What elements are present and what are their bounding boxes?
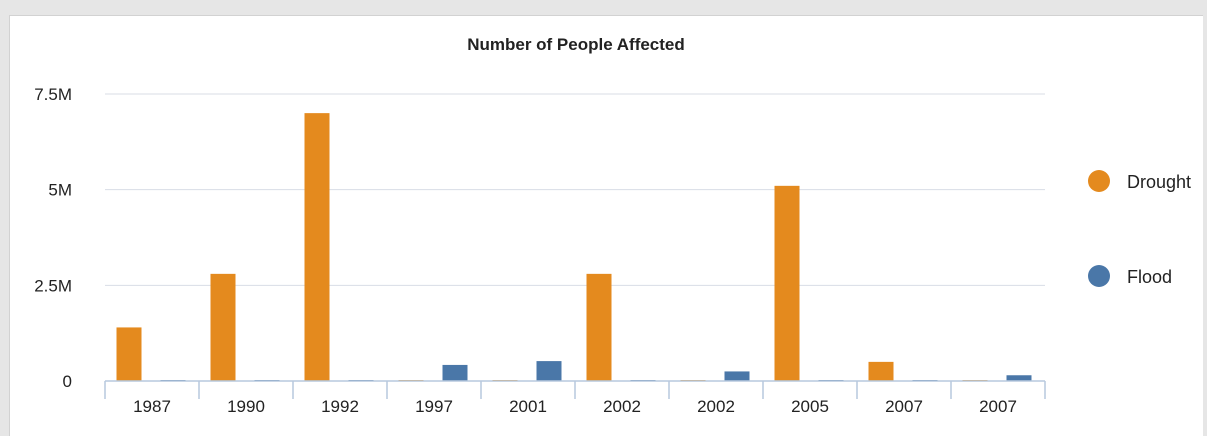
- x-tick-label: 2002: [603, 397, 641, 416]
- chart-title: Number of People Affected: [467, 35, 685, 54]
- x-tick-label: 2001: [509, 397, 547, 416]
- x-tick-label: 2002: [697, 397, 735, 416]
- bar-drought[interactable]: [210, 273, 236, 381]
- legend-marker-flood[interactable]: [1088, 265, 1110, 287]
- x-tick-label: 2007: [979, 397, 1017, 416]
- legend-marker-drought[interactable]: [1088, 170, 1110, 192]
- y-tick-label: 5M: [48, 181, 72, 200]
- bar-drought[interactable]: [774, 185, 800, 381]
- grid-layer: [105, 93, 1045, 286]
- bar-drought[interactable]: [116, 327, 142, 381]
- bar-flood[interactable]: [724, 371, 750, 381]
- bar-drought[interactable]: [868, 361, 894, 381]
- x-tick-label: 2007: [885, 397, 923, 416]
- bar-flood[interactable]: [536, 361, 562, 381]
- x-tick-label: 1997: [415, 397, 453, 416]
- bar-drought[interactable]: [304, 113, 330, 381]
- y-tick-label: 2.5M: [34, 276, 72, 295]
- bar-flood[interactable]: [1006, 375, 1032, 381]
- y-tick-label: 7.5M: [34, 85, 72, 104]
- bar-layer: [116, 113, 1032, 381]
- axis-layer: 0 2.5M 5M 7.5M 1987 1990 1992 1997 2001 2002 2002 2…: [34, 85, 1046, 416]
- x-tick-label: 2005: [791, 397, 829, 416]
- legend: Drought Flood: [1088, 170, 1191, 287]
- y-tick-label: 0: [63, 372, 72, 391]
- bar-drought[interactable]: [586, 273, 612, 381]
- x-tick-label: 1987: [133, 397, 171, 416]
- legend-label-flood[interactable]: Flood: [1127, 267, 1172, 287]
- x-tick-label: 1990: [227, 397, 265, 416]
- x-tick-label: 1992: [321, 397, 359, 416]
- bar-flood[interactable]: [442, 364, 468, 381]
- legend-label-drought[interactable]: Drought: [1127, 172, 1191, 192]
